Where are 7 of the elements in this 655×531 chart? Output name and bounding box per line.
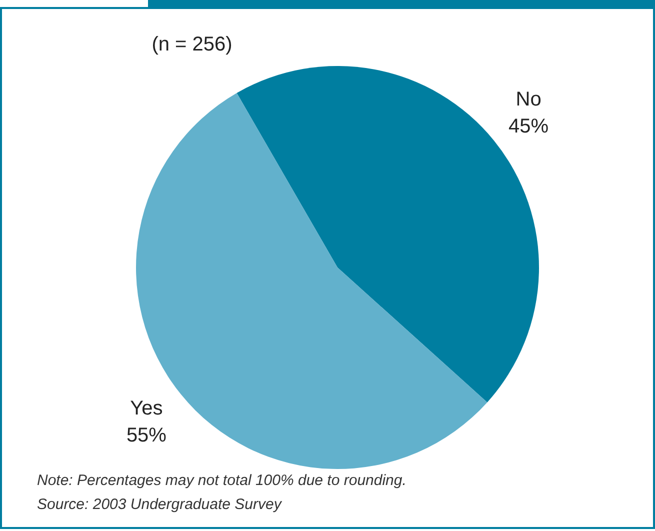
- chart-subtitle: (n = 256): [152, 34, 232, 56]
- data-label: 45%: [508, 115, 549, 138]
- text: Note: Percentages may not total 100% due to rounding.: [37, 472, 406, 490]
- source-note: Source: 2003 Undergraduate Survey: [37, 496, 283, 514]
- data-label: 55%: [126, 424, 167, 447]
- slice-label: No: [516, 88, 542, 110]
- slice-label: Yes: [130, 398, 163, 420]
